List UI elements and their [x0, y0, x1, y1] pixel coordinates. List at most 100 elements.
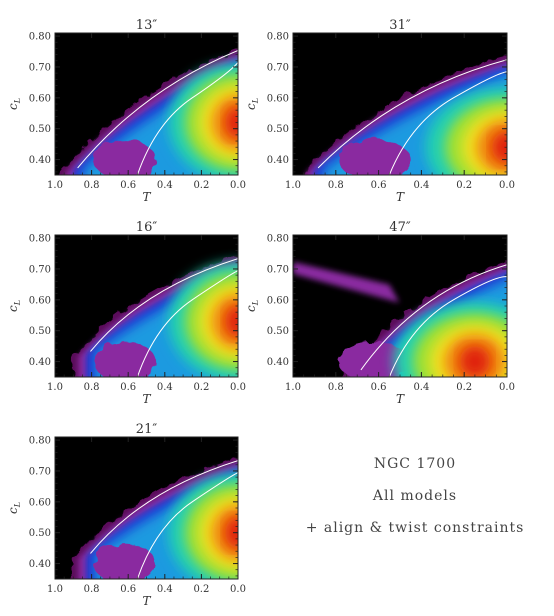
panel-title: 13″ [136, 18, 158, 33]
x-tick-label: 0.2 [456, 382, 472, 393]
density-tail [293, 261, 400, 303]
x-tick-label: 0.0 [499, 382, 515, 393]
y-tick-label: 0.40 [29, 155, 51, 166]
x-tick-label: 0.0 [499, 180, 515, 191]
panel-4: 1.0 0.8 0.6 0.4 0.2 0.0 0.40 0.50 0.60 0.70 0.80 47… [244, 220, 515, 406]
panel-5: 1.0 0.8 0.6 0.4 0.2 0.0 0.40 0.50 0.60 0.70 0.80 21… [6, 422, 246, 608]
x-tick-label: 0.4 [157, 584, 173, 595]
x-axis-label: T [142, 190, 151, 204]
x-tick-label: 0.8 [84, 382, 100, 393]
y-tick-label: 0.60 [267, 295, 289, 306]
y-tick-label: 0.80 [29, 32, 51, 43]
annotation-constraints: + align & twist constraints [305, 520, 525, 536]
y-tick-label: 0.70 [29, 62, 51, 73]
x-tick-label: 0.2 [193, 382, 209, 393]
heatmap-field [72, 256, 238, 377]
panel-title: 21″ [136, 422, 158, 437]
contour-outer [317, 59, 507, 169]
x-tick-label: 0.4 [157, 180, 173, 191]
x-tick-label: 0.8 [84, 584, 100, 595]
y-tick-label: 0.40 [29, 357, 51, 368]
y-tick-label: 0.70 [267, 62, 289, 73]
y-tick-label: 0.80 [267, 32, 289, 43]
contour-inner [388, 71, 507, 175]
heatmap-field [59, 49, 238, 175]
heatmap-field [300, 56, 507, 175]
y-tick-label: 0.50 [29, 124, 51, 135]
x-axis-label: T [396, 392, 405, 406]
panel-title: 31″ [389, 18, 411, 33]
panel-title: 16″ [136, 220, 158, 235]
annotation-models: All models [372, 488, 458, 504]
y-tick-label: 0.50 [267, 124, 289, 135]
y-tick-label: 0.80 [29, 436, 51, 447]
contour-inner [136, 62, 238, 175]
y-tick-label: 0.50 [29, 528, 51, 539]
x-tick-label: 0.4 [413, 382, 429, 393]
x-tick-label: 0.2 [193, 180, 209, 191]
x-tick-label: 1.0 [285, 180, 301, 191]
heatmap-field [72, 458, 238, 579]
x-tick-label: 0.0 [230, 584, 246, 595]
x-tick-label: 0.6 [120, 584, 136, 595]
y-axis-label: cL [244, 300, 260, 312]
x-tick-label: 0.6 [120, 180, 136, 191]
x-tick-label: 0.2 [456, 180, 472, 191]
y-tick-label: 0.50 [267, 326, 289, 337]
panel-title: 47″ [389, 220, 411, 235]
density-core-5 [225, 106, 238, 139]
y-tick-label: 0.50 [29, 326, 51, 337]
y-tick-label: 0.70 [267, 264, 289, 275]
x-tick-label: 0.6 [371, 382, 387, 393]
contour-inner [136, 472, 238, 579]
x-axis-label: T [142, 392, 151, 406]
panel-2: 1.0 0.8 0.6 0.4 0.2 0.0 0.40 0.50 0.60 0.70 0.80 31… [244, 18, 515, 204]
y-axis-label: cL [244, 98, 260, 110]
y-tick-label: 0.40 [29, 559, 51, 570]
density-core-5 [225, 305, 238, 338]
density-lobe [93, 341, 156, 377]
x-tick-label: 0.0 [230, 382, 246, 393]
x-tick-label: 0.0 [230, 180, 246, 191]
x-tick-label: 1.0 [47, 180, 63, 191]
y-tick-label: 0.80 [29, 234, 51, 245]
x-tick-label: 0.8 [84, 180, 100, 191]
x-tick-label: 1.0 [285, 382, 301, 393]
x-axis-label: T [396, 190, 405, 204]
y-tick-label: 0.40 [267, 155, 289, 166]
x-tick-label: 0.8 [328, 382, 344, 393]
x-tick-label: 0.4 [413, 180, 429, 191]
panel-1: 1.0 0.8 0.6 0.4 0.2 0.0 0.40 0.50 0.60 0.70 0.80 13… [6, 18, 246, 204]
panel-3: 1.0 0.8 0.6 0.4 0.2 0.0 0.40 0.50 0.60 0.70 0.80 16… [6, 220, 246, 406]
y-axis-label: cL [6, 300, 22, 312]
y-axis-label: cL [6, 98, 22, 110]
density-core-5 [225, 517, 238, 549]
y-tick-label: 0.40 [267, 357, 289, 368]
contour-inner [388, 276, 507, 377]
x-tick-label: 0.6 [371, 180, 387, 191]
contour-outer [90, 460, 238, 554]
x-axis-label: T [142, 594, 151, 608]
contour-outer [90, 258, 238, 352]
contour-inner [136, 270, 238, 377]
y-axis-label: cL [6, 502, 22, 514]
y-tick-label: 0.70 [29, 466, 51, 477]
density-lobe [337, 341, 411, 377]
y-tick-label: 0.60 [29, 497, 51, 508]
x-tick-label: 0.2 [193, 584, 209, 595]
x-tick-label: 1.0 [47, 382, 63, 393]
density-lobe [93, 139, 156, 175]
y-tick-label: 0.80 [267, 234, 289, 245]
x-tick-label: 1.0 [47, 584, 63, 595]
y-tick-label: 0.60 [29, 93, 51, 104]
x-tick-label: 0.4 [157, 382, 173, 393]
x-tick-label: 0.6 [120, 382, 136, 393]
density-lobe [337, 139, 411, 175]
density-core-5 [492, 131, 507, 163]
heatmap-field [293, 261, 507, 377]
contour-outer [360, 264, 507, 371]
y-tick-label: 0.70 [29, 264, 51, 275]
density-core-5 [459, 345, 490, 377]
y-tick-label: 0.60 [267, 93, 289, 104]
